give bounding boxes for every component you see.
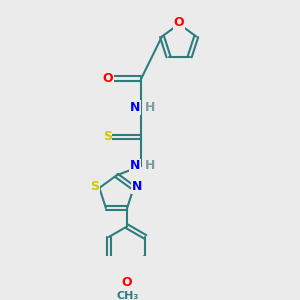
Text: N: N	[130, 101, 140, 114]
Text: N: N	[132, 180, 142, 193]
Text: S: S	[91, 180, 100, 193]
Text: N: N	[130, 159, 140, 172]
Text: S: S	[103, 130, 112, 143]
Text: O: O	[174, 16, 184, 29]
Text: O: O	[122, 276, 132, 289]
Text: H: H	[145, 101, 155, 114]
Text: CH₃: CH₃	[116, 291, 138, 300]
Text: O: O	[103, 72, 113, 85]
Text: H: H	[145, 159, 155, 172]
